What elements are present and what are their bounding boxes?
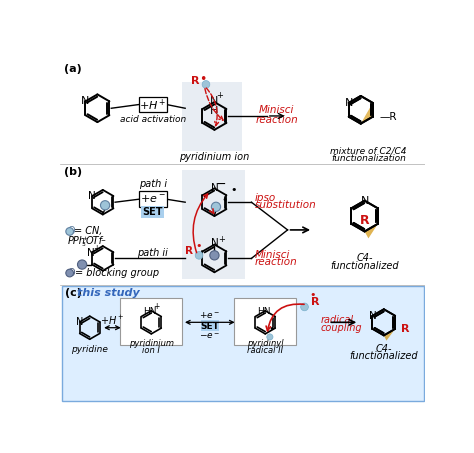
Text: R: R [401, 324, 410, 334]
Text: reaction: reaction [255, 115, 298, 125]
Text: (a): (a) [64, 64, 81, 74]
Text: pyridine: pyridine [71, 345, 108, 354]
Text: functionalized: functionalized [330, 261, 399, 271]
Text: •: • [199, 72, 207, 86]
Text: +: + [93, 244, 99, 253]
Text: N: N [81, 96, 90, 106]
Text: this study: this study [77, 289, 140, 299]
Text: O: O [67, 268, 75, 278]
Text: $+H^+$: $+H^+$ [139, 97, 167, 113]
FancyBboxPatch shape [120, 298, 182, 346]
FancyBboxPatch shape [141, 206, 164, 217]
FancyBboxPatch shape [201, 320, 219, 331]
Polygon shape [384, 329, 395, 341]
Text: functionalized: functionalized [349, 351, 418, 361]
Text: $+ e^-$: $+ e^-$ [199, 309, 220, 320]
Text: acid activation: acid activation [120, 116, 186, 124]
Text: N: N [345, 98, 353, 108]
Text: +: + [218, 235, 225, 244]
Text: −: − [216, 178, 227, 191]
Circle shape [77, 260, 87, 269]
Circle shape [66, 227, 73, 235]
Text: $_3^+$: $_3^+$ [81, 234, 89, 249]
Text: N: N [360, 196, 369, 206]
Text: C4-: C4- [375, 344, 392, 354]
Text: •: • [309, 290, 316, 300]
Circle shape [66, 269, 73, 277]
FancyBboxPatch shape [62, 286, 424, 401]
Text: N: N [210, 96, 219, 106]
Text: HN: HN [257, 307, 271, 316]
Text: substitution: substitution [255, 200, 316, 210]
Text: (b): (b) [64, 167, 82, 177]
Text: •: • [195, 241, 201, 251]
Text: N: N [369, 311, 376, 321]
Text: N: N [210, 183, 219, 193]
Text: N: N [210, 238, 219, 248]
Text: C4-: C4- [356, 253, 373, 263]
Text: H: H [210, 106, 219, 116]
Text: O: O [67, 226, 75, 236]
Text: N: N [88, 191, 96, 201]
Text: pyridinium ion: pyridinium ion [179, 152, 249, 162]
Text: radical: radical [321, 315, 354, 325]
Text: N: N [88, 248, 95, 258]
Text: •: • [230, 185, 237, 195]
Text: R: R [185, 246, 193, 255]
Polygon shape [361, 103, 373, 124]
Text: •: • [268, 324, 275, 334]
Text: Minisci: Minisci [259, 105, 294, 115]
Text: $^-$: $^-$ [99, 237, 107, 246]
Circle shape [100, 201, 109, 210]
Text: (c): (c) [65, 289, 82, 299]
Text: SET: SET [201, 322, 219, 331]
Text: path ii: path ii [137, 248, 168, 258]
Text: pyridinium: pyridinium [129, 339, 174, 348]
FancyBboxPatch shape [182, 170, 245, 279]
Text: —R: —R [380, 112, 397, 122]
Text: = CN,: = CN, [73, 226, 102, 236]
Text: SET: SET [143, 207, 163, 217]
Circle shape [211, 202, 220, 212]
Text: ion I: ion I [142, 346, 160, 355]
Text: reaction: reaction [255, 257, 297, 267]
Text: R: R [191, 76, 200, 87]
Text: Minisci: Minisci [255, 250, 290, 260]
Circle shape [195, 251, 203, 259]
Text: $+H^+$: $+H^+$ [100, 314, 125, 328]
Text: +: + [154, 303, 160, 311]
Text: mixture of C2/C4: mixture of C2/C4 [330, 146, 407, 155]
Polygon shape [365, 224, 378, 238]
Text: OTf: OTf [86, 236, 103, 246]
Circle shape [202, 81, 210, 88]
Text: $- e^-$: $- e^-$ [199, 332, 220, 341]
FancyBboxPatch shape [139, 192, 167, 207]
Text: HN: HN [143, 307, 156, 316]
FancyBboxPatch shape [139, 96, 167, 112]
Text: = blocking group: = blocking group [75, 268, 159, 278]
Text: path i: path i [139, 179, 167, 189]
Circle shape [301, 303, 309, 311]
Text: R: R [310, 297, 319, 307]
Text: $+e^-$: $+e^-$ [140, 194, 166, 206]
Text: +: + [217, 92, 223, 101]
Text: functionalization: functionalization [331, 154, 406, 163]
Text: N: N [76, 317, 83, 327]
Text: ipso: ipso [255, 193, 276, 202]
Text: radical II: radical II [247, 346, 283, 355]
Text: PPh: PPh [67, 236, 85, 246]
Circle shape [210, 251, 219, 260]
Text: •: • [221, 195, 228, 205]
FancyBboxPatch shape [182, 82, 242, 150]
Text: R: R [360, 214, 369, 227]
FancyBboxPatch shape [235, 298, 296, 346]
Circle shape [267, 334, 273, 340]
Text: coupling: coupling [321, 323, 362, 333]
Text: pyridinyl: pyridinyl [247, 339, 283, 348]
